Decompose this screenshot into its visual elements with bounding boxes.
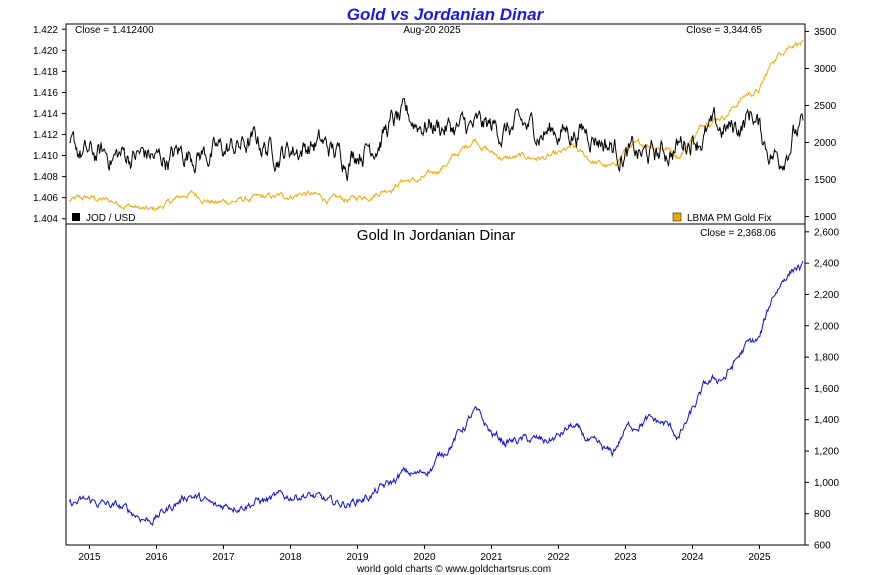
bottom-panel-title: Gold In Jordanian Dinar [357,227,515,244]
top-left-tick-label: 1.404 [33,214,58,225]
top-left-tick-label: 1.416 [33,88,58,99]
bottom-right-tick-label: 2,400 [814,259,839,270]
legend-jod-label: JOD / USD [86,213,135,224]
bottom-panel-frame [65,223,806,546]
top-right-tick-label: 1500 [814,175,837,186]
x-tick-label: 2015 [78,552,101,563]
bottom-right-tick-label: 2,600 [814,227,839,238]
x-tick-label: 2017 [212,552,235,563]
top-left-tick-label: 1.420 [33,46,58,57]
top-date-label: Aug-20 2025 [403,25,461,36]
x-tick-label: 2020 [413,552,436,563]
top-left-tick-label: 1.410 [33,151,58,162]
bottom-right-tick-label: 1,000 [814,478,839,489]
top-left-tick-label: 1.406 [33,193,58,204]
chart-title: Gold vs Jordanian Dinar [347,5,545,24]
gold-fix-line [68,39,804,211]
top-panel-frame [65,23,806,225]
bottom-right-tick-label: 1,400 [814,415,839,426]
top-right-axis-labels: 1000 1500 2000 2500 3000 3500 [805,27,837,223]
x-tick-label: 2016 [145,552,168,563]
top-left-tick-label: 1.422 [33,25,58,36]
x-tick-label: 2019 [346,552,369,563]
x-tick-label: 2022 [547,552,570,563]
footer-credit: world gold charts © www.goldchartsrus.co… [356,564,551,575]
gold-in-jod-line [68,260,804,527]
bottom-right-tick-label: 1,200 [814,447,839,458]
legend-jod-swatch [72,213,80,221]
bottom-close-right: Close = 2,368.06 [700,228,776,239]
bottom-right-tick-label: 1,800 [814,353,839,364]
jod-usd-line [69,97,804,181]
bottom-right-tick-label: 1,600 [814,384,839,395]
top-left-tick-label: 1.408 [33,172,58,183]
bottom-right-tick-label: 600 [814,541,831,552]
legend-gold-swatch [672,212,682,222]
bottom-right-tick-label: 800 [814,509,831,520]
bottom-right-tick-label: 2,200 [814,290,839,301]
top-right-tick-label: 3500 [814,27,837,38]
top-close-left: Close = 1.412400 [75,25,154,36]
top-left-axis-labels: 1.404 1.406 1.408 1.410 1.412 1.414 1.416 1.418… [33,25,66,225]
top-left-tick-label: 1.412 [33,130,58,141]
top-right-tick-label: 3000 [814,64,837,75]
x-axis-labels: 2015 2016 2017 2018 2019 2020 2021 2022 2023 2024… [78,545,771,563]
x-tick-label: 2023 [614,552,637,563]
bottom-right-tick-label: 2,000 [814,321,839,332]
top-right-tick-label: 2500 [814,101,837,112]
x-tick-label: 2024 [681,552,704,563]
legend-gold-label: LBMA PM Gold Fix [687,213,771,224]
bottom-right-axis-labels: 600 800 1,000 1,200 1,400 1,600 1,800 2,000 2,20… [805,227,839,552]
x-tick-label: 2018 [279,552,302,563]
top-right-tick-label: 1000 [814,212,837,223]
x-tick-label: 2021 [480,552,503,563]
top-right-tick-label: 2000 [814,138,837,149]
top-left-tick-label: 1.418 [33,67,58,78]
top-left-tick-label: 1.414 [33,109,58,120]
series-layer [68,39,804,527]
x-tick-label: 2025 [748,552,771,563]
top-close-right: Close = 3,344.65 [686,25,762,36]
